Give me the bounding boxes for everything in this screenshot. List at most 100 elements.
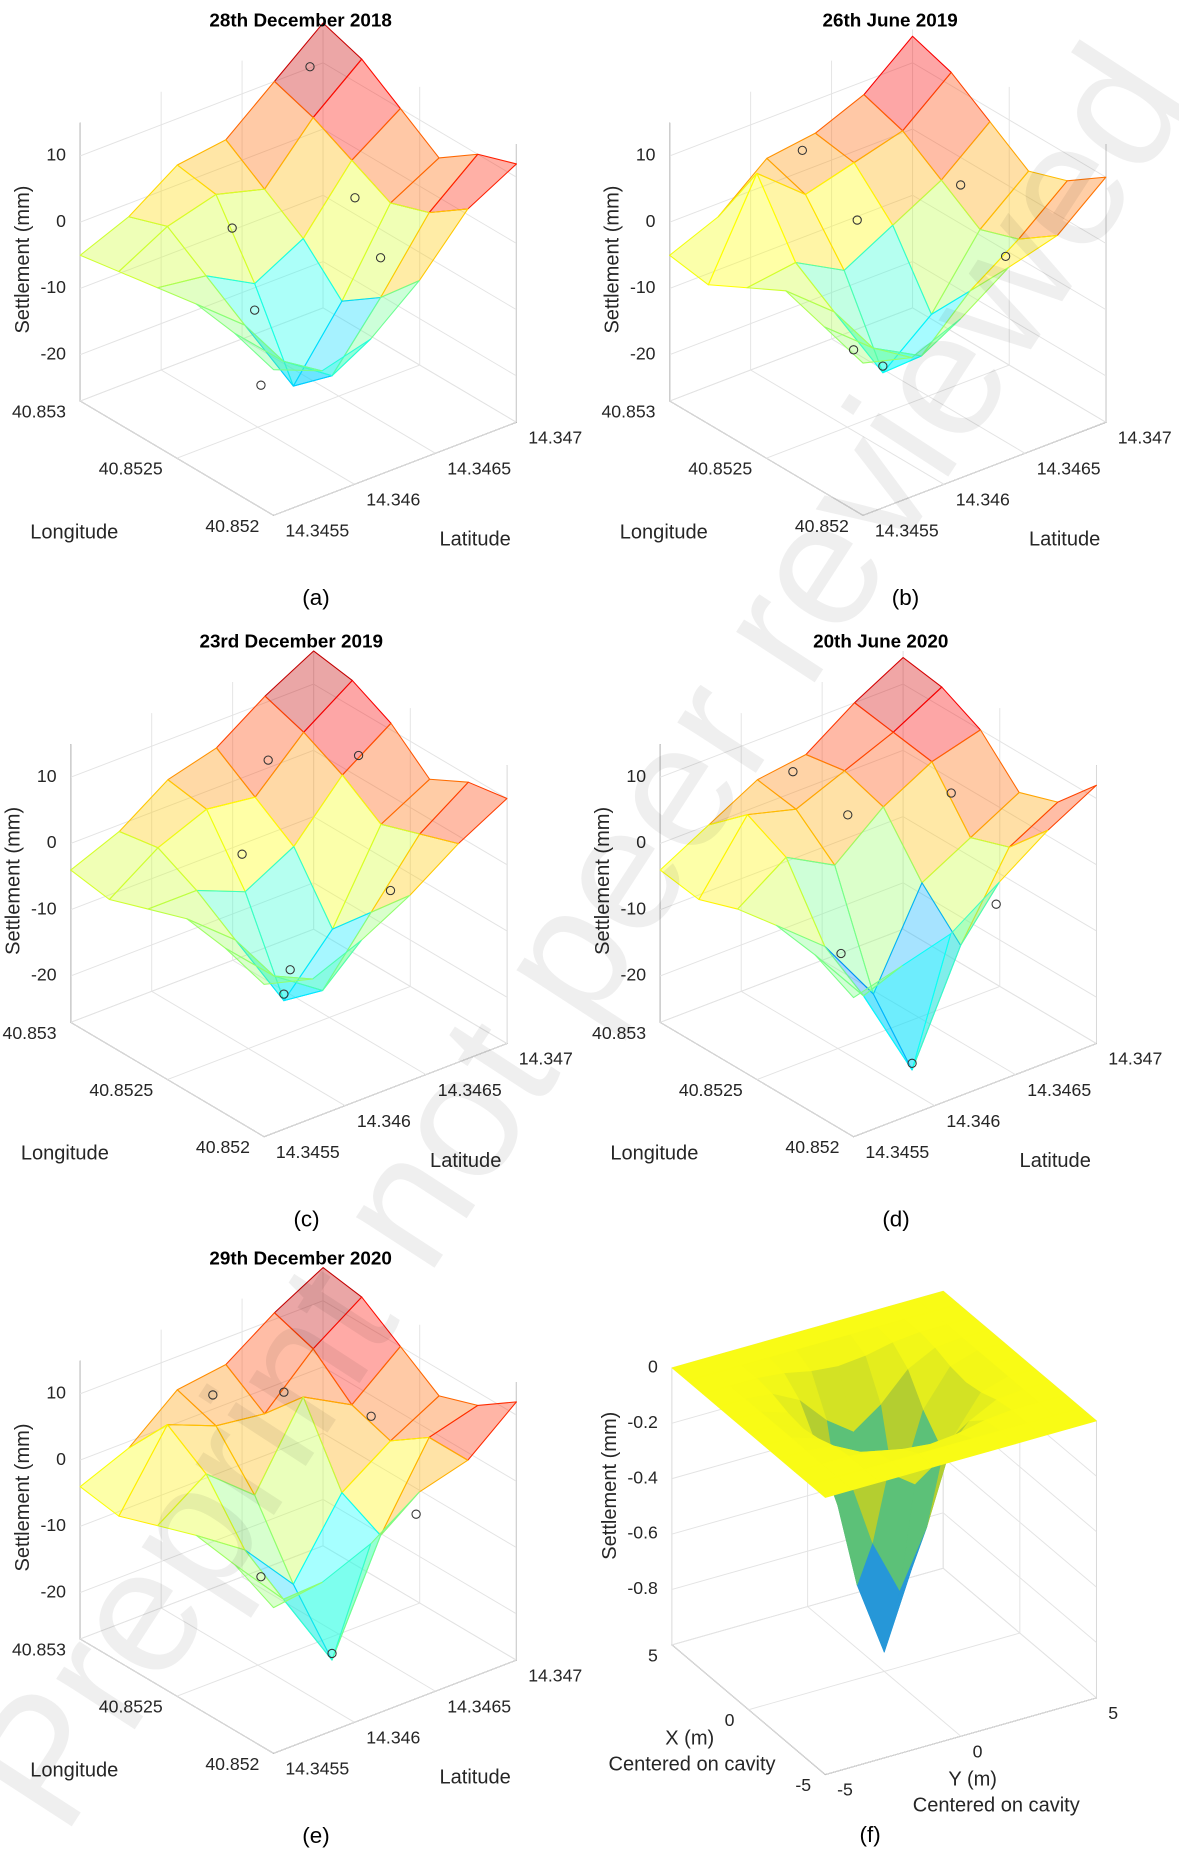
panel: -5 0 5 -5 0 5 -0.8 -0.6 -0.4 -0.2 0 (f) Settlement (… — [599, 1290, 1118, 1847]
chart-title: 28th December 2018 — [209, 9, 391, 30]
panel-label: (a) — [302, 585, 329, 610]
grid-line — [912, 194, 1107, 311]
x-axis-label: Centered on cavity — [609, 1753, 776, 1775]
data-point — [279, 989, 289, 999]
grid-line — [176, 1602, 420, 1697]
y-tick-label: 14.346 — [946, 1111, 1000, 1131]
data-point — [250, 305, 260, 315]
data-point — [385, 885, 396, 896]
x-tick-label: -5 — [795, 1775, 811, 1795]
grid-line — [669, 62, 913, 157]
data-point — [1000, 251, 1011, 262]
data-point — [366, 1411, 376, 1421]
grid-line — [669, 194, 913, 289]
grid-line — [322, 1432, 517, 1548]
x-tick-label: 40.853 — [592, 1023, 646, 1043]
panel: 40.852 40.8525 40.853 14.3455 14.346 14.3465 1… — [12, 1247, 582, 1848]
x-axis-label: Longitude — [620, 521, 708, 543]
y-tick-label: 14.3465 — [1027, 1080, 1091, 1100]
surface-patch — [809, 1476, 853, 1498]
data-point — [279, 1387, 289, 1397]
panels: 40.85240.852540.85314.345514.34614.34651… — [2, 9, 1171, 1848]
grid-line — [263, 1043, 508, 1138]
surface-patch — [814, 954, 903, 999]
z-tick-label: -0.8 — [627, 1578, 658, 1598]
z-axis-label: Settlement (mm) — [599, 1412, 621, 1560]
y-tick-label: 14.346 — [366, 490, 420, 510]
grid-line — [912, 128, 1107, 244]
panel-label: (e) — [302, 1823, 329, 1848]
grid-line — [313, 816, 508, 932]
grid-line — [313, 749, 508, 866]
grid-line — [167, 985, 411, 1080]
grid-line — [80, 1499, 324, 1594]
y-axis-label: Y (m) — [948, 1769, 997, 1791]
y-tick-label: 14.3455 — [875, 521, 939, 541]
y-tick-label: 14.346 — [366, 1727, 420, 1747]
y-tick-label: 14.347 — [1118, 427, 1172, 447]
x-tick-label: 40.8525 — [688, 459, 752, 479]
data-point — [353, 750, 364, 761]
z-tick-label: 0 — [646, 211, 656, 231]
z-axis-label: Settlement (mm) — [2, 807, 24, 955]
y-axis-label: Latitude — [439, 1766, 510, 1788]
grid-line — [79, 400, 274, 516]
grid-line — [902, 882, 1097, 998]
z-axis-label: Settlement (mm) — [592, 807, 614, 955]
x-axis-label: Longitude — [610, 1143, 698, 1165]
y-axis-label: Latitude — [430, 1150, 501, 1172]
data-point — [327, 1648, 337, 1659]
grid-line — [942, 1567, 1097, 1699]
z-tick-label: -20 — [630, 343, 656, 363]
y-tick-label: 14.347 — [528, 1665, 582, 1685]
z-tick-label: 10 — [626, 766, 646, 786]
chart-title: 29th December 2020 — [209, 1247, 391, 1268]
grid-line — [80, 1366, 324, 1461]
y-tick-label: 14.3455 — [285, 1759, 349, 1779]
y-tick-label: 5 — [1108, 1703, 1118, 1723]
grid-line — [853, 1043, 1097, 1138]
grid-line — [232, 959, 427, 1076]
panel-label: (b) — [892, 585, 919, 610]
surface-patch — [224, 947, 314, 985]
z-tick-label: -10 — [40, 277, 66, 297]
x-tick-label: 40.8525 — [99, 1697, 163, 1717]
x-tick-label: 40.8525 — [89, 1080, 153, 1100]
grid-line — [669, 261, 913, 356]
data-point — [263, 755, 273, 765]
z-tick-label: -10 — [40, 1515, 66, 1535]
grid-line — [160, 369, 355, 485]
surface-patch — [234, 1564, 323, 1609]
grid-line — [862, 421, 1107, 516]
x-tick-label: 40.852 — [785, 1137, 839, 1157]
grid-line — [912, 261, 1107, 377]
grid-line — [241, 338, 436, 454]
grid-line — [902, 816, 1097, 932]
grid-line — [80, 1300, 324, 1395]
grid-line — [740, 990, 935, 1107]
data-point — [375, 253, 386, 263]
z-tick-label: 10 — [46, 1383, 66, 1403]
grid-line — [942, 1457, 1097, 1588]
y-tick-label: 14.3455 — [285, 521, 349, 541]
z-tick-label: -10 — [31, 898, 57, 918]
x-axis-label: Longitude — [30, 521, 118, 543]
data-point — [788, 767, 798, 777]
chart-title: 20th June 2020 — [813, 631, 948, 652]
grid-line — [70, 882, 314, 977]
grid-line — [322, 128, 517, 244]
grid-line — [313, 683, 508, 799]
grid-line — [70, 928, 314, 1023]
z-tick-label: 0 — [56, 211, 66, 231]
y-tick-label: 14.346 — [357, 1111, 411, 1131]
grid-line — [80, 128, 324, 223]
z-tick-label: -20 — [31, 965, 57, 985]
data-point — [411, 1509, 421, 1519]
x-tick-label: 40.8525 — [99, 459, 163, 479]
z-axis-label: Settlement (mm) — [12, 1423, 34, 1571]
y-tick-label: 14.3455 — [865, 1142, 929, 1162]
panel-label: (c) — [293, 1206, 319, 1231]
z-tick-label: -20 — [621, 965, 647, 985]
panel: 40.852 40.8525 40.853 14.3455 14.346 14.3465 1… — [601, 9, 1171, 610]
z-tick-label: -10 — [621, 898, 647, 918]
